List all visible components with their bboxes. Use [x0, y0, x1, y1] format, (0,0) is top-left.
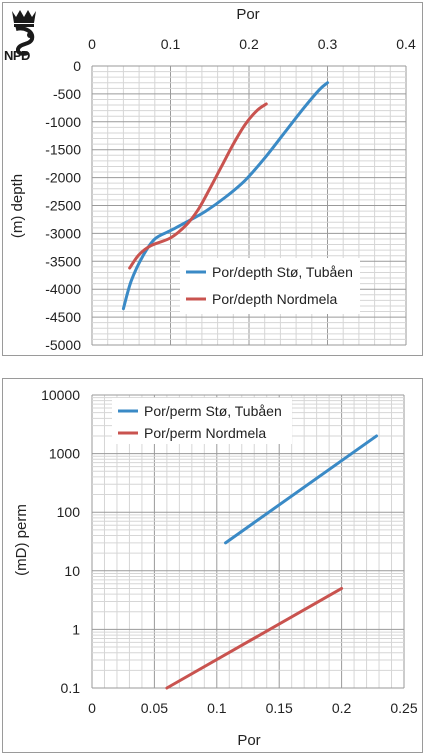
- y-tick-label: -1000: [45, 114, 81, 130]
- npd-logo-text: NPD: [4, 48, 30, 63]
- x-tick-label: 0.2: [332, 700, 352, 716]
- x-tick-label: 0.4: [396, 36, 416, 52]
- y-tick-label: 10000: [41, 387, 80, 403]
- x-tick-label: 0: [88, 700, 96, 716]
- legend-background: [180, 258, 360, 314]
- y-tick-label: 0: [73, 58, 81, 74]
- legend-label-series-2: Por/depth Nordmela: [212, 291, 338, 307]
- x-axis-title: Por: [236, 6, 259, 23]
- y-axis-title: (mD) perm: [13, 504, 30, 576]
- y-tick-label: -2000: [45, 170, 81, 186]
- y-tick-label: 1000: [49, 446, 80, 462]
- x-tick-label: 0.05: [141, 700, 168, 716]
- y-tick-label: 0.1: [61, 680, 81, 696]
- y-tick-label: 1: [72, 621, 80, 637]
- y-tick-label: -1500: [45, 142, 81, 158]
- legend-background: [112, 398, 292, 444]
- y-tick-label: -3000: [45, 225, 81, 241]
- series-line-1: [224, 434, 379, 545]
- y-tick-labels: 0.1 1 10 100 1000 10000: [41, 387, 80, 696]
- y-tick-label: -4000: [45, 281, 81, 297]
- x-tick-label: 0.25: [390, 700, 417, 716]
- legend: Por/perm Stø, Tubåen Por/perm Nordmela: [112, 398, 292, 444]
- x-tick-label: 0: [88, 36, 96, 52]
- x-tick-label: 0.15: [266, 700, 293, 716]
- y-tick-label: -3500: [45, 253, 81, 269]
- series-line-2: [128, 102, 268, 270]
- legend: Por/depth Stø, Tubåen Por/depth Nordmela: [180, 258, 360, 314]
- series-layer: [121, 81, 329, 311]
- y-tick-label: -2500: [45, 198, 81, 214]
- y-tick-label: 10: [64, 563, 80, 579]
- x-tick-labels: 0 0.05 0.1 0.15 0.2 0.25: [88, 700, 418, 716]
- y-tick-label: -5000: [45, 337, 81, 353]
- npd-crown-logo-icon: [12, 10, 36, 56]
- x-tick-labels: 0 0.1 0.2 0.3 0.4: [88, 36, 416, 52]
- y-axis-title: (m) depth: [9, 174, 26, 238]
- x-tick-label: 0.3: [318, 36, 338, 52]
- x-tick-label: 0.2: [239, 36, 259, 52]
- series-line-2: [165, 586, 344, 690]
- y-tick-label: -4500: [45, 309, 81, 325]
- x-tick-label: 0.1: [161, 36, 181, 52]
- legend-label-series-1: Por/perm Stø, Tubåen: [144, 403, 282, 419]
- series-layer: [165, 434, 379, 690]
- x-axis-title: Por: [237, 732, 260, 749]
- x-tick-label: 0.1: [207, 700, 227, 716]
- y-tick-labels: 0 -500 -1000 -1500 -2000 -2500 -3000 -3500 -4000…: [45, 58, 81, 353]
- y-tick-label: -500: [53, 86, 81, 102]
- legend-label-series-2: Por/perm Nordmela: [144, 425, 266, 441]
- series-line-1: [121, 81, 329, 311]
- y-tick-label: 100: [57, 504, 81, 520]
- legend-label-series-1: Por/depth Stø, Tubåen: [212, 264, 353, 280]
